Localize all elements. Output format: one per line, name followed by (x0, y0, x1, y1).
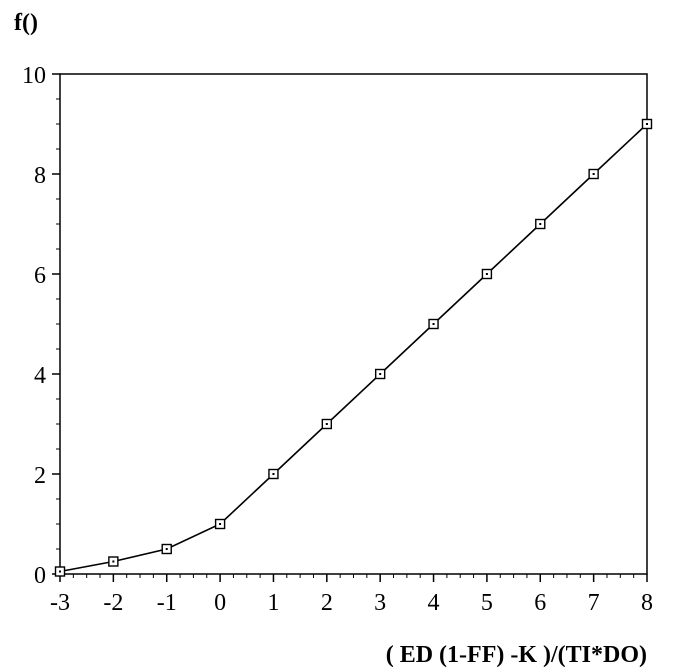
x-tick-label: 3 (374, 590, 386, 616)
data-point-center (112, 560, 115, 563)
data-point-center (325, 423, 328, 425)
y-tick-label: 8 (34, 163, 46, 189)
data-point-center (59, 570, 61, 573)
data-point-center (272, 473, 275, 475)
data-point-center (646, 123, 648, 125)
x-tick-label: 2 (321, 590, 333, 616)
x-axis-label: ( ED (1-FF) -K )/(TI*DO) (386, 642, 647, 667)
y-axis-label: f() (14, 10, 38, 36)
data-point-center (485, 273, 488, 275)
tick-labels: -3 -2 -1 0 1 2 3 4 5 6 7 8 0 2 4 6 8 10 (22, 63, 653, 616)
x-tick-label: -3 (50, 590, 70, 616)
y-tick-label: 10 (22, 63, 46, 89)
x-tick-label: 5 (481, 590, 493, 616)
data-point-center (592, 173, 595, 175)
x-tick-label: 8 (641, 590, 653, 616)
x-tick-label: -2 (103, 590, 123, 616)
series-line (59, 123, 648, 573)
series-group (54, 118, 653, 577)
x-tick-label: 0 (214, 590, 226, 616)
y-tick-label: 2 (34, 463, 46, 489)
data-point-center (379, 373, 382, 375)
data-point-center (432, 323, 435, 325)
x-tick-label: -1 (157, 590, 177, 616)
x-tick-label: 7 (588, 590, 600, 616)
data-point-center (165, 548, 168, 550)
plot-frame (59, 73, 648, 575)
x-tick-label: 6 (534, 590, 546, 616)
x-tick-label: 1 (267, 590, 279, 616)
axis-ticks (52, 73, 648, 582)
data-point-center (539, 223, 542, 225)
y-tick-label: 6 (34, 263, 46, 289)
x-tick-label: 4 (428, 590, 440, 616)
y-tick-label: 0 (34, 563, 46, 589)
y-tick-label: 4 (34, 363, 46, 389)
data-point-center (219, 523, 222, 525)
